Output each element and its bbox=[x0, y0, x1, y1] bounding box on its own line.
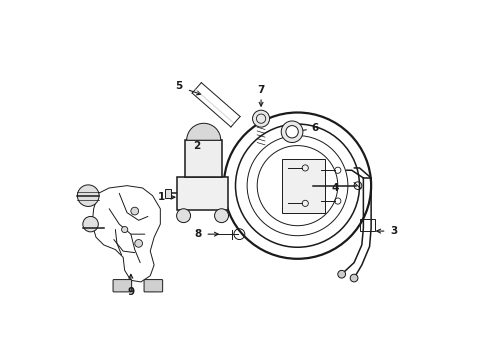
Circle shape bbox=[77, 185, 99, 206]
Text: 1: 1 bbox=[158, 192, 165, 202]
Circle shape bbox=[176, 209, 190, 222]
FancyBboxPatch shape bbox=[113, 280, 131, 292]
Circle shape bbox=[82, 216, 98, 232]
Bar bbox=[164, 189, 171, 198]
Circle shape bbox=[281, 121, 302, 143]
Text: 7: 7 bbox=[257, 85, 264, 95]
Circle shape bbox=[285, 126, 298, 138]
FancyBboxPatch shape bbox=[144, 280, 163, 292]
Circle shape bbox=[252, 110, 269, 127]
Circle shape bbox=[122, 226, 127, 233]
Bar bbox=[282, 159, 324, 213]
Circle shape bbox=[135, 239, 142, 247]
Text: 2: 2 bbox=[193, 141, 200, 150]
Circle shape bbox=[214, 209, 228, 222]
Text: 9: 9 bbox=[127, 287, 134, 297]
Text: 6: 6 bbox=[311, 123, 318, 133]
Bar bbox=[359, 219, 374, 231]
Text: 8: 8 bbox=[194, 229, 202, 239]
Bar bbox=[177, 177, 227, 210]
Text: 5: 5 bbox=[175, 81, 182, 91]
Bar bbox=[185, 140, 222, 177]
Text: 4: 4 bbox=[330, 183, 338, 193]
Circle shape bbox=[349, 274, 357, 282]
Wedge shape bbox=[186, 123, 220, 140]
Circle shape bbox=[337, 270, 345, 278]
Circle shape bbox=[131, 207, 138, 215]
Text: 3: 3 bbox=[390, 226, 397, 236]
